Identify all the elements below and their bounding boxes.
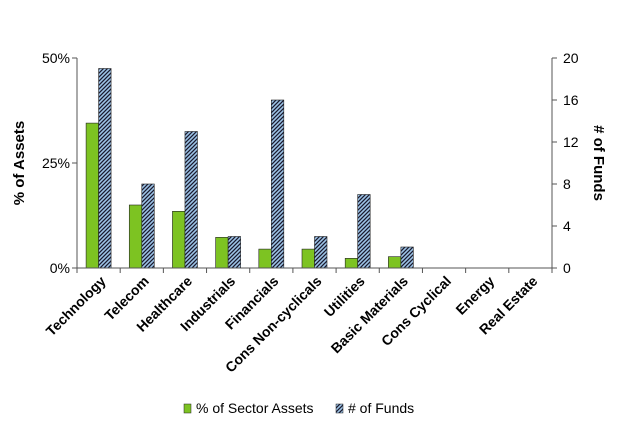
legend-label-sector-assets: % of Sector Assets [196,400,314,416]
y-axis-title: % of Assets [11,121,28,205]
bar-num-funds [357,194,371,269]
bar-sector-assets [172,211,186,269]
bar-num-funds [141,183,155,269]
bar-num-funds [98,68,112,269]
x-category-label: Basic Materials [328,273,412,357]
y-tick-label: 50% [42,50,70,66]
y2-tick-label: 8 [563,176,571,192]
bar-sector-assets [301,248,315,269]
bar-sector-assets [344,258,358,269]
y2-axis-title: # of Funds [590,125,607,201]
y2-tick-label: 16 [563,92,579,108]
bar-sector-assets [258,248,272,269]
bar-num-funds [227,236,241,269]
y2-tick-label: 20 [563,50,579,66]
bar-num-funds [314,236,328,269]
legend: % of Sector Assets # of Funds [183,400,414,416]
bar-num-funds [271,99,285,269]
bar-num-funds [184,131,198,269]
plot-area [85,68,414,269]
y2-tick-label: 4 [563,218,571,234]
y-tick-label: 0% [50,260,70,276]
y2-tick-label: 0 [563,260,571,276]
bar-sector-assets [85,122,99,269]
bar-sector-assets [215,237,229,269]
legend-label-funds: # of Funds [348,400,414,416]
bar-sector-assets [388,256,402,269]
bar-sector-assets [128,204,143,269]
legend-swatch-funds [335,403,344,414]
axes: 0%25%50%048121620TechnologyTelecomHealth… [42,50,579,375]
y-tick-label: 25% [42,155,70,171]
legend-swatch-sector-assets [183,403,192,414]
bar-num-funds [400,246,414,269]
x-category-label: Technology [43,273,109,339]
y2-tick-label: 12 [563,134,579,150]
